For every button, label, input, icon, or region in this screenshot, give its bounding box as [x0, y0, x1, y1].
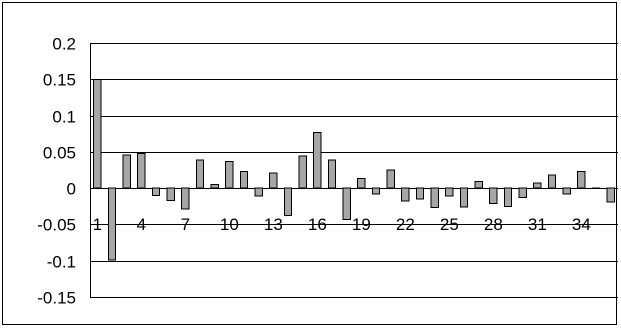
x-tick-label: 7: [181, 215, 190, 234]
x-tick-label: 19: [352, 215, 371, 234]
x-tick-label: 13: [264, 215, 283, 234]
bar-28: [489, 187, 498, 204]
bar-14: [283, 187, 293, 217]
y-tick-label: 0.15: [43, 71, 76, 90]
x-tick-label: 28: [484, 215, 503, 234]
x-tick-label: 16: [308, 215, 327, 234]
y-tick-label: -0.1: [47, 253, 76, 272]
bar-17: [327, 159, 337, 189]
bar-27: [474, 181, 483, 189]
x-tick-label: 31: [528, 215, 547, 234]
bar-10: [225, 160, 234, 189]
bar-15: [298, 155, 307, 189]
x-tick-label: 4: [137, 215, 146, 234]
bars: [93, 78, 615, 261]
bar-30: [518, 187, 527, 199]
bar-7: [181, 187, 190, 210]
bar-4: [137, 152, 146, 189]
bar-25: [445, 187, 454, 197]
y-tick-label: -0.15: [37, 289, 76, 308]
bar-11: [239, 170, 249, 189]
bar-21: [386, 169, 395, 189]
bar-16: [313, 131, 322, 189]
x-axis-ticks: 1 4 7 10 13 16 19 22 25 28 31 34: [93, 215, 591, 234]
bar-6: [166, 187, 175, 201]
y-tick-label: 0: [67, 180, 76, 199]
bar-33: [562, 187, 571, 195]
bar-23: [415, 187, 425, 200]
y-tick-label: 0.2: [52, 35, 76, 54]
y-tick-label: 0.1: [52, 108, 76, 127]
x-tick-label: 22: [396, 215, 415, 234]
bar-1: [93, 78, 102, 189]
bar-8: [195, 159, 205, 189]
bar-29: [503, 187, 513, 207]
gridlines: [90, 43, 618, 298]
chart-frame: [2, 2, 617, 325]
x-tick-label: 1: [93, 215, 102, 234]
x-tick-label: 25: [440, 215, 459, 234]
bar-34: [577, 170, 586, 189]
bar-19: [357, 178, 366, 189]
bar-12: [254, 187, 263, 197]
bar-26: [459, 187, 469, 208]
y-tick-label: 0.05: [43, 144, 76, 163]
x-tick-label: 10: [220, 215, 239, 234]
bar-31: [533, 182, 542, 189]
bar-36: [606, 187, 615, 203]
bar-3: [122, 154, 131, 189]
bar-20: [371, 187, 381, 195]
bar-13: [269, 172, 278, 189]
bar-32: [547, 174, 557, 189]
bar-24: [430, 187, 439, 209]
y-tick-label: -0.05: [37, 216, 76, 235]
bar-18: [342, 187, 351, 220]
bar-9: [210, 184, 219, 189]
bar-5: [151, 187, 161, 196]
bar-22: [401, 187, 410, 202]
x-tick-label: 34: [572, 215, 591, 234]
bar-2: [107, 187, 117, 261]
y-axis-ticks: 0.2 0.15 0.1 0.05 0 -0.05 -0.1 -0.15: [37, 35, 76, 308]
